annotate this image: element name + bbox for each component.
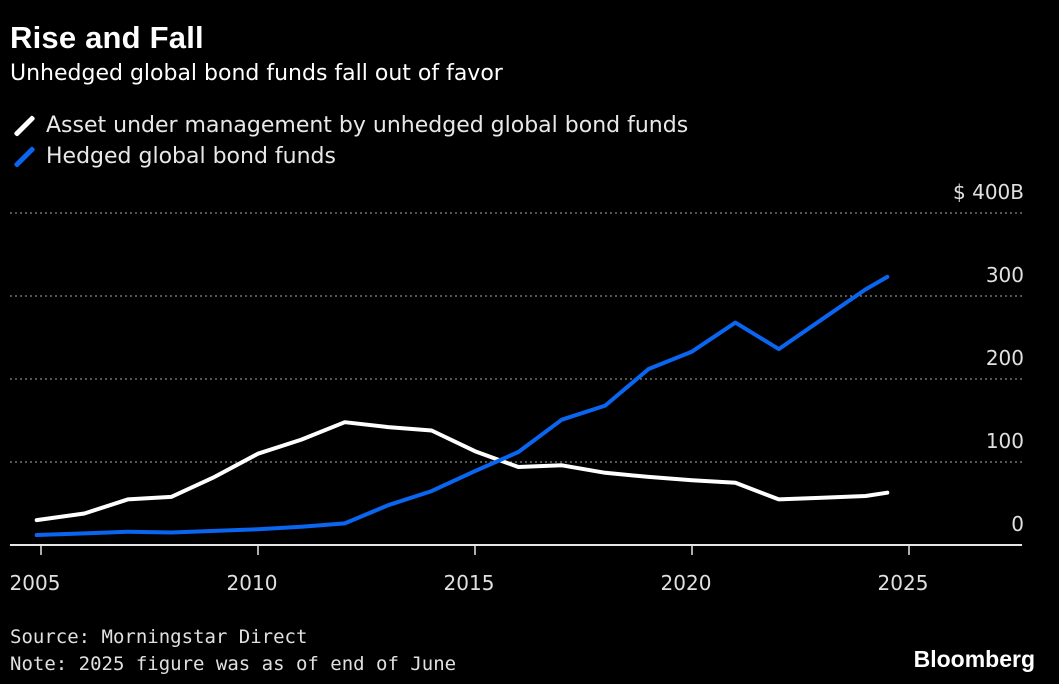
chart-subtitle: Unhedged global bond funds fall out of f… (10, 61, 503, 86)
legend-label-hedged: Hedged global bond funds (46, 144, 336, 169)
legend-item-hedged: Hedged global bond funds (12, 141, 688, 172)
y-tick-label: $ 400B (953, 180, 1024, 204)
x-tick-label: 2015 (444, 571, 495, 595)
x-tick-label: 2020 (661, 571, 712, 595)
footer: Source: Morningstar Direct Note: 2025 fi… (10, 624, 456, 678)
x-tick-label: 2005 (10, 571, 61, 595)
y-tick-label: 0 (1011, 512, 1024, 536)
series-line-hedged (34, 274, 890, 537)
y-tick-label: 100 (986, 429, 1024, 453)
series-line-unhedged (34, 420, 890, 523)
legend-item-unhedged: Asset under management by unhedged globa… (12, 110, 688, 141)
legend-label-unhedged: Asset under management by unhedged globa… (46, 113, 689, 138)
x-tick-label: 2010 (227, 571, 278, 595)
note-text: Note: 2025 figure was as of end of June (10, 653, 457, 675)
source-text: Source: Morningstar Direct (10, 626, 308, 648)
chart-title: Rise and Fall (10, 20, 204, 55)
y-tick-label: 200 (986, 346, 1024, 370)
y-tick-label: 300 (986, 263, 1024, 287)
bloomberg-logo: Bloomberg (913, 646, 1035, 672)
x-tick-label: 2025 (878, 571, 929, 595)
legend: Asset under management by unhedged globa… (12, 110, 688, 172)
